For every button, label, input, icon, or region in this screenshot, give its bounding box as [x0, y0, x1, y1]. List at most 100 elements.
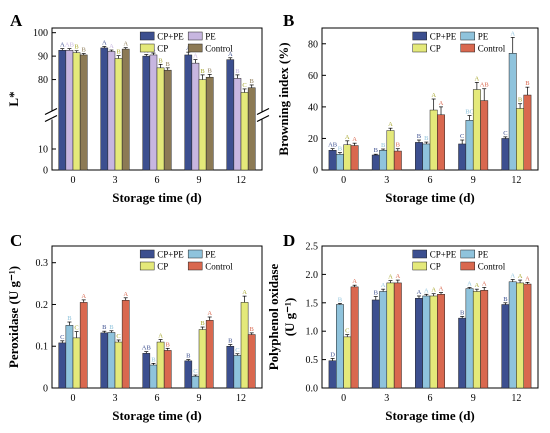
bar-c-control-0 [79, 302, 88, 389]
legend-label-a-0: CP+PE [157, 32, 184, 42]
bar-d-control-3 [393, 282, 402, 389]
bar-d-pe-6 [422, 295, 431, 389]
sig-label-d-1-1: A [381, 282, 386, 289]
axis-break-mark-right-bottom [256, 114, 270, 123]
bar-a-control-9 [205, 76, 214, 171]
sig-label-a-3-0: B [82, 47, 87, 54]
x-axis-label-c: Storage time (d) [112, 408, 202, 423]
legend-label-b-0: CP+PE [430, 32, 457, 42]
bar-b-pe-6 [422, 143, 431, 171]
x-tick-label-a-0: 0 [71, 175, 76, 186]
x-tick-label-d-2: 6 [428, 393, 433, 404]
sig-label-c-0-2: AB [142, 345, 152, 352]
bar-a-cp-9 [198, 79, 207, 171]
bar-d-cp-pe-6 [415, 298, 423, 389]
bar-c-pe-0 [65, 325, 74, 389]
bar-d-cp-9 [472, 291, 481, 389]
bar-a-cp-pe-12 [226, 59, 235, 171]
bar-d-pe-12 [508, 281, 517, 389]
legend-swatch-b-0 [412, 31, 427, 41]
sig-label-c-0-4: B [228, 338, 233, 345]
y-axis-label2-d: (U g⁻¹) [282, 298, 297, 337]
legend-swatch-b-3 [460, 43, 475, 53]
sig-label-d-0-1: B [374, 290, 379, 297]
bar-a-pe-0 [65, 50, 74, 171]
bar-a-control-0 [79, 54, 88, 171]
y-tick-label-d-3: 1.5 [306, 298, 319, 309]
bar-b-pe-9 [465, 120, 474, 171]
legend-label-b-1: PE [478, 32, 489, 42]
sig-label-d-2-2: A [431, 287, 436, 294]
bar-b-cp-9 [472, 89, 481, 171]
x-tick-label-c-2: 6 [155, 393, 160, 404]
sig-label-c-3-4: B [250, 326, 255, 333]
legend-swatch-c-0 [139, 249, 155, 259]
sig-label-b-1-1: B [381, 142, 386, 149]
bar-d-cp-pe-0 [328, 360, 337, 389]
sig-label-b-0-0: AB [328, 142, 338, 149]
sig-label-c-2-4: A [242, 289, 247, 296]
sig-label-c-1-3: C [193, 368, 197, 375]
x-tick-label-a-2: 6 [155, 175, 160, 186]
bar-b-pe-12 [508, 52, 517, 171]
sig-label-a-3-4: B [250, 78, 255, 85]
bar-c-pe-9 [191, 376, 200, 389]
legend-label-a-3: Control [205, 44, 233, 54]
sig-label-b-2-0: A [345, 134, 350, 141]
x-tick-label-a-4: 12 [236, 175, 246, 186]
bar-a-pe-9 [191, 62, 200, 171]
x-tick-label-b-2: 6 [428, 175, 433, 186]
sig-label-d-3-4: A [525, 275, 530, 282]
x-tick-label-c-4: 12 [236, 393, 246, 404]
bar-b-pe-3 [379, 150, 388, 171]
y-axis-label-d: Polyphenol oxidase [266, 263, 281, 370]
x-tick-label-a-1: 3 [113, 175, 118, 186]
sig-label-a-2-3: B [200, 68, 205, 75]
sig-label-b-3-0: A [352, 136, 357, 143]
y-tick-label-b-1: 20 [308, 134, 318, 145]
x-tick-label-d-4: 12 [511, 393, 521, 404]
bar-b-cp-pe-3 [371, 154, 380, 171]
bar-c-cp-9 [198, 329, 207, 389]
sig-label-a-0-4: A [228, 51, 233, 58]
sig-label-b-2-4: B [518, 97, 523, 104]
bar-c-cp-pe-12 [226, 345, 235, 389]
bar-c-cp-12 [240, 302, 249, 389]
bar-d-cp-6 [429, 295, 438, 389]
y-tick-label-c-1: 0.1 [36, 342, 49, 353]
bar-d-control-12 [523, 283, 532, 389]
sig-label-b-3-4: B [525, 80, 530, 87]
bar-b-cp-pe-6 [415, 142, 423, 171]
sig-label-d-1-3: A [467, 280, 472, 287]
axis-break-mark-right-top [256, 107, 270, 116]
sig-label-a-2-0: B [74, 44, 79, 51]
panel-label-b: B [283, 11, 294, 30]
bar-a-cp-pe-3 [100, 47, 109, 171]
chart-panel-a: A80901000100AABBB3AABA6AABB9AABB12ABCBSt… [6, 11, 270, 205]
bar-d-control-6 [437, 294, 445, 389]
sig-label-a-2-1: B [116, 49, 121, 56]
x-axis-label-a: Storage time (d) [112, 190, 202, 205]
sig-label-a-1-3: A [193, 53, 198, 60]
sig-label-d-0-0: D [330, 351, 335, 358]
bar-c-control-3 [121, 300, 130, 389]
y-tick-label-d-0: 0.0 [306, 384, 319, 395]
bar-c-cp-6 [156, 341, 165, 389]
bar-a-cp-pe-6 [142, 55, 151, 171]
x-tick-label-d-0: 0 [341, 393, 346, 404]
bar-a-control-6 [163, 69, 172, 171]
bar-b-control-0 [350, 145, 359, 171]
legend-label-c-1: PE [205, 250, 216, 260]
legend-swatch-a-1 [187, 31, 203, 41]
bar-b-cp-pe-12 [501, 138, 510, 171]
sig-label-c-3-2: B [166, 341, 171, 348]
y-tick-label-c-3: 0.3 [36, 258, 49, 269]
sig-label-b-2-2: A [431, 92, 436, 99]
sig-label-b-3-1: B [396, 142, 401, 149]
x-axis-label-d: Storage time (d) [385, 408, 475, 423]
sig-label-a-3-2: B [166, 61, 171, 68]
sig-label-b-0-3: C [460, 133, 464, 140]
y-tick-label-d-1: 0.5 [306, 355, 319, 366]
bar-b-cp-0 [343, 144, 352, 171]
